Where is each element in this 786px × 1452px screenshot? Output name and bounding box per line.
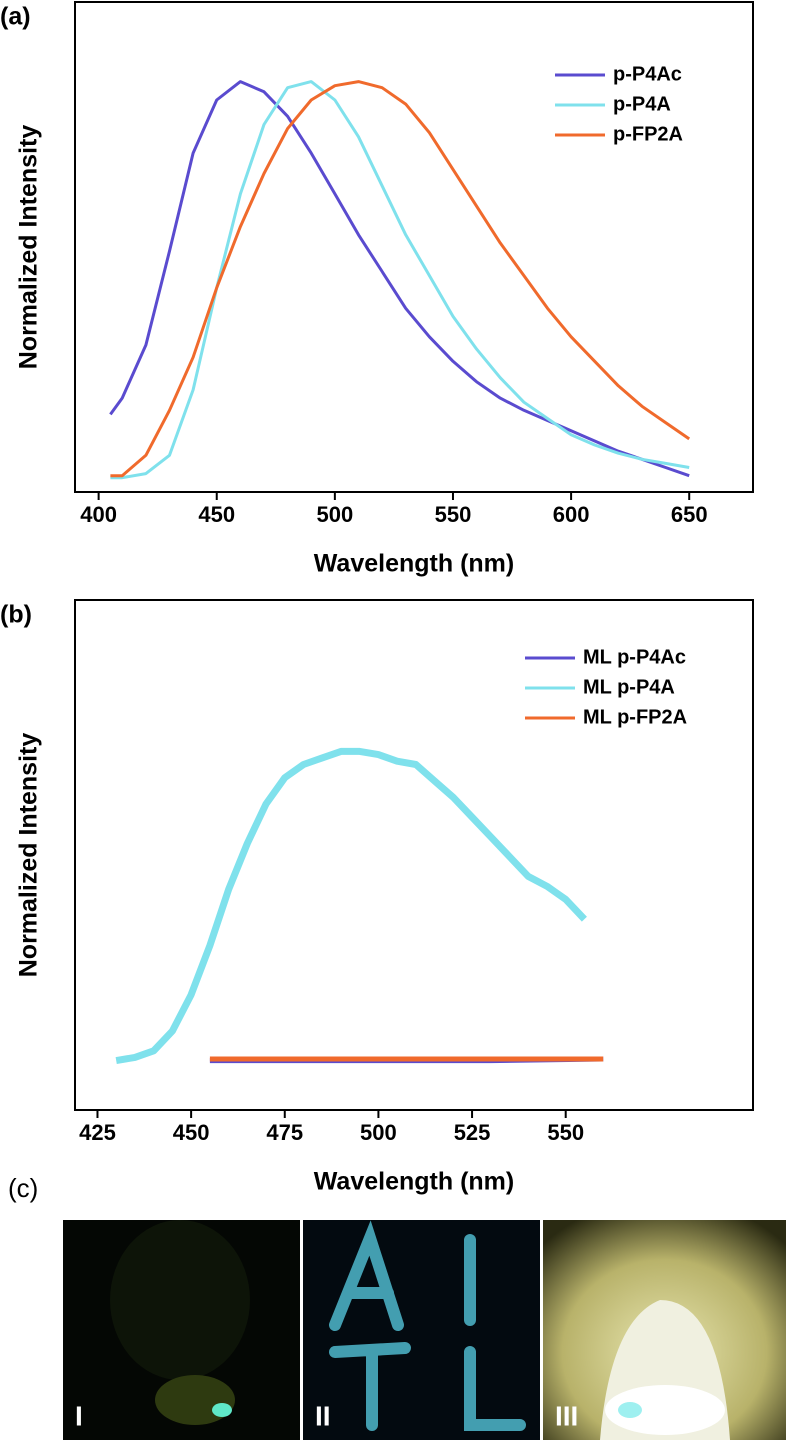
plot-frame xyxy=(74,599,754,1111)
panel-label: (c) xyxy=(8,1173,38,1203)
photo-label: II xyxy=(315,1400,331,1431)
x-tick-label: 600 xyxy=(553,502,590,527)
x-tick-label: 425 xyxy=(79,1120,116,1145)
panel-label: (b) xyxy=(0,601,32,629)
legend-label: p-P4Ac xyxy=(613,63,682,85)
y-axis-label: Normalized Intensity xyxy=(15,733,43,978)
series-line xyxy=(110,80,690,480)
photo-label: I xyxy=(75,1400,83,1431)
legend-label: ML p-P4Ac xyxy=(583,646,686,668)
legend-label: p-FP2A xyxy=(613,123,683,145)
series-line xyxy=(110,80,691,478)
photo-2 xyxy=(303,1220,540,1440)
x-axis-label: Wavelength (nm) xyxy=(314,550,514,578)
series-line xyxy=(109,80,690,478)
x-tick-label: 475 xyxy=(266,1120,303,1145)
plot-frame xyxy=(74,1,754,493)
series-line xyxy=(115,747,587,1065)
legend-label: ML p-P4A xyxy=(583,676,675,698)
y-axis-label: Normalized Intensity xyxy=(15,125,43,370)
x-tick-label: 550 xyxy=(435,502,472,527)
x-tick-label: 500 xyxy=(360,1120,397,1145)
panel-label: (a) xyxy=(0,3,31,31)
x-tick-label: 525 xyxy=(454,1120,491,1145)
legend-label: p-P4A xyxy=(613,93,671,115)
x-tick-label: 550 xyxy=(547,1120,584,1145)
legend-label: ML p-FP2A xyxy=(583,706,687,728)
photo-label: III xyxy=(555,1400,578,1431)
x-tick-label: 450 xyxy=(173,1120,210,1145)
x-tick-label: 500 xyxy=(317,502,354,527)
x-tick-label: 450 xyxy=(198,502,235,527)
x-tick-label: 400 xyxy=(80,502,117,527)
photo-1 xyxy=(63,1220,300,1440)
x-tick-label: 650 xyxy=(671,502,708,527)
x-axis-label: Wavelength (nm) xyxy=(314,1168,514,1196)
photo-3 xyxy=(543,1220,786,1440)
